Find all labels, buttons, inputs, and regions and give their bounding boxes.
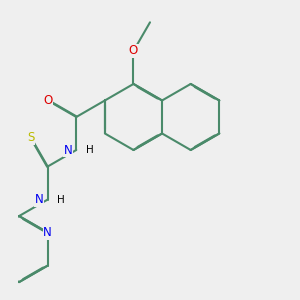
Text: N: N [35, 193, 44, 206]
Text: H: H [85, 145, 93, 155]
Text: S: S [28, 131, 35, 144]
Text: H: H [57, 194, 65, 205]
Text: N: N [43, 226, 52, 239]
Text: N: N [64, 143, 72, 157]
Text: O: O [129, 44, 138, 57]
Text: O: O [43, 94, 52, 107]
